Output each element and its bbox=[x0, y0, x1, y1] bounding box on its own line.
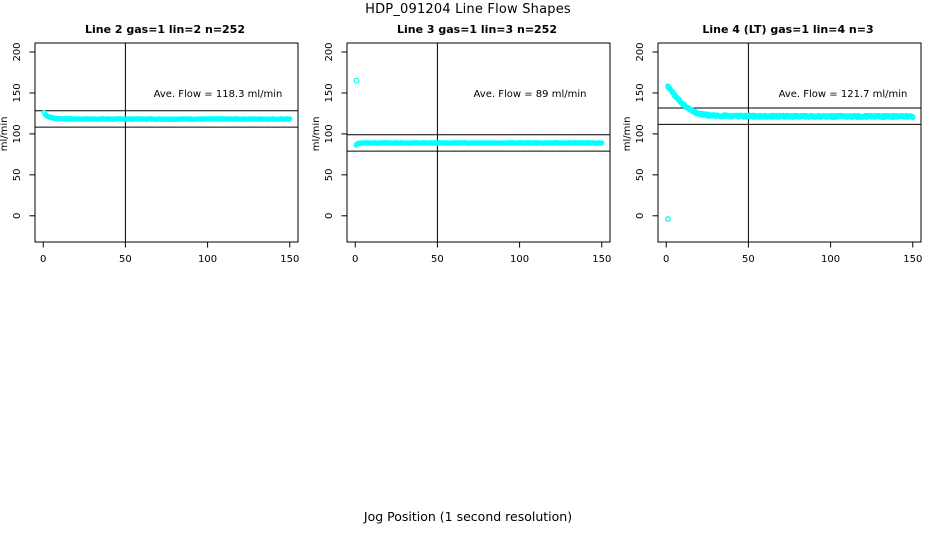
y-tick-label: 100 bbox=[12, 124, 23, 143]
plot-box bbox=[346, 42, 611, 243]
y-tick-label: 50 bbox=[12, 168, 23, 181]
data-point bbox=[287, 116, 293, 122]
plot-svg-line-3: Ave. Flow = 89 ml/min 0 50 100 150 0 50 100 150… bbox=[312, 42, 611, 265]
panel-line-2: Line 2 gas=1 lin=2 n=252 Ave. Flow = 118… bbox=[0, 20, 330, 275]
y-tick-label: 200 bbox=[12, 42, 23, 61]
y-tick-label: 0 bbox=[635, 213, 646, 219]
x-tick-label: 0 bbox=[663, 254, 669, 265]
outlier-point bbox=[353, 77, 360, 84]
x-tick-label: 100 bbox=[821, 254, 840, 265]
x-tick-label: 50 bbox=[431, 254, 444, 265]
x-tick-label: 50 bbox=[742, 254, 755, 265]
ave-flow-annotation-line-4: Ave. Flow = 121.7 ml/min bbox=[779, 89, 908, 100]
data-point bbox=[841, 113, 847, 119]
x-tick-label: 150 bbox=[592, 254, 611, 265]
ave-flow-annotation-line-3: Ave. Flow = 89 ml/min bbox=[474, 89, 587, 100]
x-tick-label: 100 bbox=[198, 254, 217, 265]
x-tick-label: 150 bbox=[280, 254, 299, 265]
outlier-point bbox=[664, 216, 671, 223]
plot-box bbox=[657, 42, 922, 243]
panel-title-line-4: Line 4 (LT) gas=1 lin=4 n=3 bbox=[702, 23, 874, 36]
data-point bbox=[910, 114, 916, 121]
y-tick-label: 50 bbox=[635, 168, 646, 181]
panel-line-4: Line 4 (LT) gas=1 lin=4 n=3 Ave. Flow = … bbox=[623, 20, 936, 275]
y-tick-label: 100 bbox=[635, 124, 646, 143]
main-title: HDP_091204 Line Flow Shapes bbox=[365, 2, 571, 17]
x-tick-label: 150 bbox=[903, 254, 922, 265]
x-axis-label: Jog Position (1 second resolution) bbox=[363, 509, 573, 524]
plot-svg-line-2: Ave. Flow = 118.3 ml/min 0 50 100 150 0 50 100… bbox=[0, 42, 299, 265]
x-tick-label: 0 bbox=[40, 254, 46, 265]
y-axis-unit-label: ml/min bbox=[0, 117, 10, 152]
y-tick-label: 0 bbox=[12, 213, 23, 219]
y-tick-label: 200 bbox=[635, 42, 646, 61]
y-tick-label: 150 bbox=[635, 83, 646, 102]
y-tick-label: 50 bbox=[324, 168, 335, 181]
y-tick-label: 200 bbox=[324, 42, 335, 61]
y-tick-label: 150 bbox=[12, 83, 23, 102]
y-tick-label: 0 bbox=[324, 213, 335, 219]
panel-title-line-3: Line 3 gas=1 lin=3 n=252 bbox=[396, 23, 557, 36]
y-axis-unit-label: ml/min bbox=[623, 117, 633, 152]
plot-svg-line-4: Ave. Flow = 121.7 ml/min 0 50 100 150 0 50 100… bbox=[623, 42, 922, 265]
x-tick-label: 50 bbox=[119, 254, 132, 265]
plot-box bbox=[34, 42, 299, 243]
data-point bbox=[599, 140, 605, 146]
panel-title-line-2: Line 2 gas=1 lin=2 n=252 bbox=[84, 23, 245, 36]
y-axis-unit-label: ml/min bbox=[312, 117, 322, 152]
y-tick-label: 150 bbox=[324, 83, 335, 102]
y-tick-label: 100 bbox=[324, 124, 335, 143]
x-tick-label: 0 bbox=[352, 254, 358, 265]
panel-line-3: Line 3 gas=1 lin=3 n=252 Ave. Flow = 89 … bbox=[312, 20, 642, 275]
ave-flow-annotation-line-2: Ave. Flow = 118.3 ml/min bbox=[154, 89, 283, 100]
x-tick-label: 100 bbox=[510, 254, 529, 265]
